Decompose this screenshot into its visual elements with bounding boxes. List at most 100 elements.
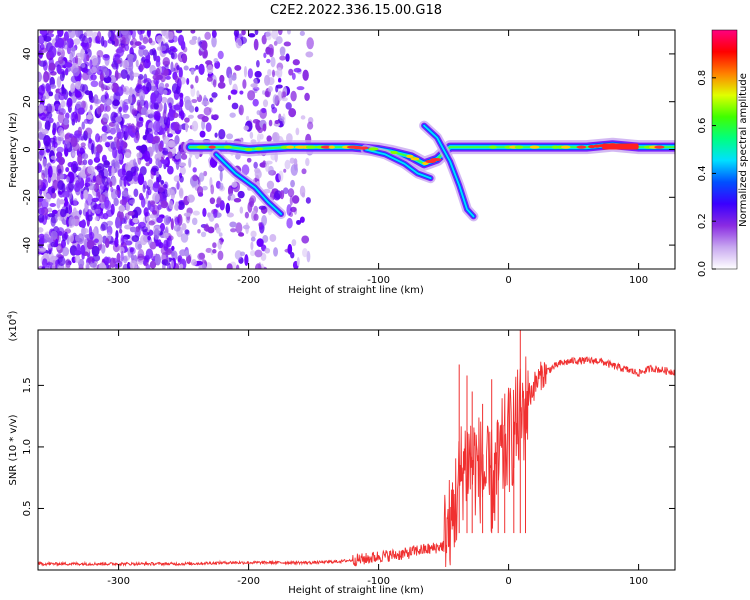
noise-blob — [111, 165, 115, 178]
noise-blob — [47, 207, 53, 213]
noise-blob — [152, 120, 161, 132]
noise-blob — [301, 168, 307, 175]
noise-blob — [115, 86, 124, 97]
noise-blob — [120, 69, 128, 80]
noise-blob — [149, 64, 157, 75]
noise-blob — [86, 54, 90, 62]
noise-blob — [102, 54, 111, 61]
noise-blob — [77, 126, 83, 136]
noise-blob — [116, 138, 120, 151]
noise-blob — [305, 197, 311, 204]
noise-blob — [225, 202, 231, 215]
noise-blob — [218, 129, 226, 140]
trace-hotspot — [406, 154, 414, 158]
noise-blob — [155, 35, 163, 43]
noise-blob — [140, 195, 144, 201]
noise-blob — [238, 232, 245, 237]
noise-blob — [106, 220, 114, 226]
noise-blob — [64, 231, 68, 240]
noise-blob — [180, 153, 188, 160]
noise-blob — [184, 117, 190, 123]
noise-blob — [125, 126, 130, 138]
noise-blob — [167, 151, 173, 159]
noise-blob — [89, 261, 97, 268]
noise-blob — [79, 33, 86, 42]
noise-blob — [209, 197, 216, 205]
noise-blob — [180, 110, 185, 121]
noise-blob — [268, 119, 273, 127]
spectrogram-plot-area — [37, 29, 676, 270]
colorbar-tick-label: 0.0 — [697, 261, 708, 277]
noise-blob — [165, 248, 172, 256]
noise-blob — [134, 240, 142, 251]
noise-blob — [110, 186, 114, 193]
snr-x-label: Height of straight line (km) — [288, 585, 424, 596]
noise-blob — [99, 182, 106, 191]
noise-blob — [203, 170, 208, 177]
noise-blob — [253, 161, 258, 169]
noise-blob — [173, 104, 181, 111]
noise-blob — [226, 263, 233, 269]
noise-blob — [249, 131, 254, 139]
noise-blob — [92, 175, 97, 182]
noise-blob — [87, 214, 93, 222]
noise-blob — [73, 182, 81, 193]
noise-blob — [256, 133, 261, 143]
noise-blob — [67, 161, 74, 168]
noise-blob — [160, 200, 169, 209]
noise-blob — [64, 112, 70, 120]
noise-blob — [261, 107, 267, 114]
noise-blob — [151, 165, 159, 173]
noise-blob — [179, 175, 184, 183]
noise-blob — [109, 181, 113, 188]
noise-blob — [195, 260, 203, 266]
noise-blob — [61, 182, 66, 193]
noise-blob — [129, 199, 135, 205]
snr-y-ticks: 0.5 1.0 1.5 — [22, 377, 675, 516]
noise-blob — [88, 36, 93, 44]
noise-blob — [173, 224, 181, 232]
noise-blob — [191, 98, 198, 104]
noise-blob — [136, 152, 143, 159]
noise-blob — [242, 79, 247, 89]
noise-blob — [302, 248, 308, 258]
noise-blob — [56, 37, 65, 48]
noise-blob — [104, 98, 113, 106]
snr-y-tick-label: 1.0 — [22, 439, 33, 455]
noise-blob — [56, 76, 62, 88]
noise-blob — [102, 102, 108, 112]
noise-blob — [129, 260, 138, 269]
noise-blob — [154, 141, 159, 153]
noise-blob — [107, 31, 112, 38]
noise-blob — [290, 90, 297, 102]
noise-blob — [203, 94, 207, 107]
noise-blob — [288, 68, 294, 76]
noise-blob — [301, 192, 306, 198]
noise-blob — [101, 125, 108, 133]
noise-blob — [39, 30, 48, 36]
trace-hotspot — [551, 145, 559, 149]
noise-blob — [51, 264, 56, 269]
noise-blob — [263, 52, 267, 59]
noise-blob — [247, 68, 253, 79]
noise-blob — [241, 164, 250, 176]
noise-blob — [174, 154, 180, 160]
noise-blob — [81, 72, 90, 81]
noise-blob — [125, 240, 133, 246]
noise-blob — [39, 236, 45, 246]
noise-blob — [100, 221, 108, 231]
snr-x-tick-label: 0 — [505, 576, 511, 587]
noise-blob — [235, 37, 243, 49]
noise-blob — [72, 142, 80, 152]
noise-blob — [133, 188, 139, 197]
noise-blob — [145, 248, 154, 260]
noise-blob — [167, 140, 175, 148]
noise-blob — [219, 169, 223, 182]
snr-x-tick-label: -200 — [237, 576, 260, 587]
noise-blob — [284, 159, 291, 170]
noise-blob — [100, 203, 106, 209]
noise-blob — [234, 64, 242, 71]
noise-blob — [266, 135, 272, 142]
noise-blob — [159, 45, 167, 52]
